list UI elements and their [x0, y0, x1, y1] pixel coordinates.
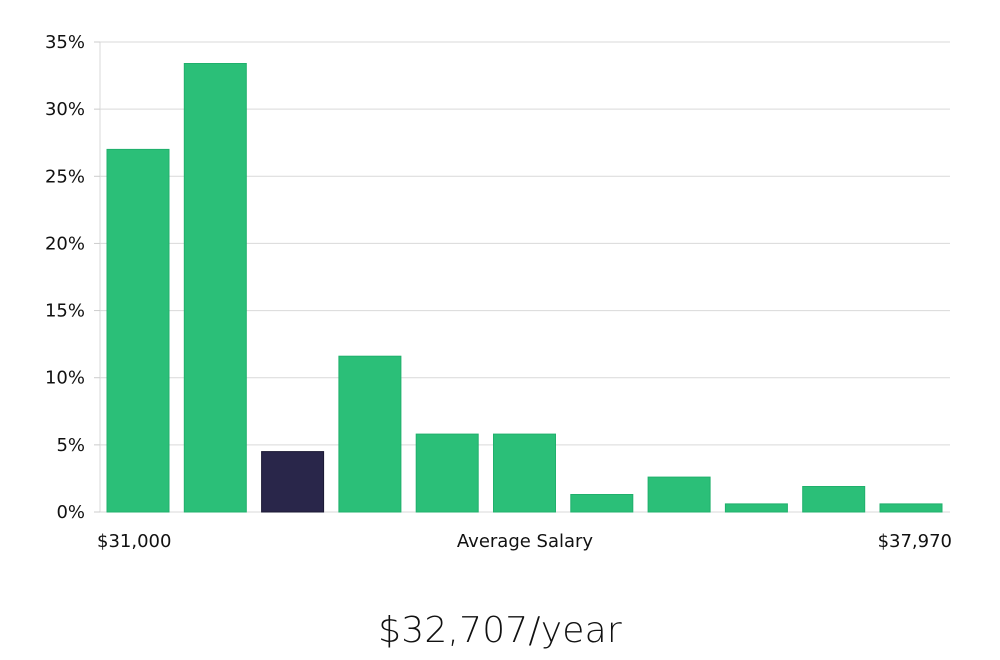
salary-histogram: 0% 5% 10% 15% 20% 25% 30% 35% $31,000 Average S…: [45, 32, 952, 552]
bars: [106, 63, 943, 513]
y-tick-label: 5%: [56, 435, 85, 456]
bar: [493, 433, 556, 513]
y-tick-label: 10%: [45, 368, 85, 389]
bar: [724, 503, 788, 513]
average-salary-value: $32,707/year: [378, 610, 622, 651]
bar: [415, 433, 479, 513]
x-axis-title: Average Salary: [457, 531, 594, 552]
bar: [879, 503, 943, 513]
bar: [570, 494, 634, 513]
y-tick-label: 0%: [56, 502, 85, 523]
bar: [802, 486, 866, 513]
bar: [338, 355, 402, 513]
y-tick-label: 30%: [45, 99, 85, 120]
x-start-label: $31,000: [97, 531, 171, 552]
bar: [106, 148, 170, 513]
y-tick-label: 20%: [45, 233, 85, 254]
x-end-label: $37,970: [878, 531, 952, 552]
bar: [183, 63, 247, 513]
bar: [647, 476, 711, 513]
y-axis-ticks: 0% 5% 10% 15% 20% 25% 30% 35%: [45, 32, 100, 523]
y-tick-label: 15%: [45, 301, 85, 322]
bar-highlighted: [261, 451, 325, 513]
y-tick-label: 35%: [45, 32, 85, 53]
y-tick-label: 25%: [45, 166, 85, 187]
